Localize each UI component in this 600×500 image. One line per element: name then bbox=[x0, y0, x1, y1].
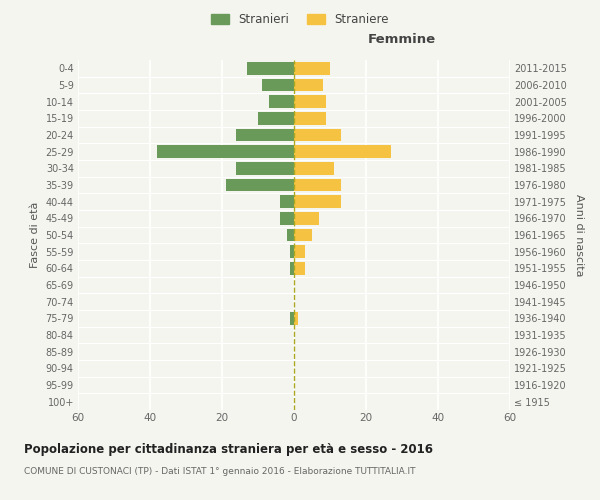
Bar bbox=[294, 196, 341, 208]
Bar bbox=[269, 96, 294, 108]
Bar bbox=[236, 129, 294, 141]
Bar bbox=[294, 96, 326, 108]
Bar bbox=[294, 246, 305, 258]
Bar bbox=[226, 179, 294, 192]
Bar bbox=[262, 79, 294, 92]
Bar bbox=[294, 179, 341, 192]
Legend: Stranieri, Straniere: Stranieri, Straniere bbox=[206, 8, 394, 31]
Bar bbox=[294, 229, 312, 241]
Bar bbox=[294, 129, 341, 141]
Bar bbox=[280, 212, 294, 224]
Bar bbox=[290, 246, 294, 258]
Text: Femmine: Femmine bbox=[368, 33, 436, 46]
Y-axis label: Fasce di età: Fasce di età bbox=[30, 202, 40, 268]
Bar bbox=[258, 112, 294, 124]
Bar bbox=[287, 229, 294, 241]
Bar bbox=[247, 62, 294, 74]
Bar bbox=[280, 196, 294, 208]
Bar bbox=[290, 262, 294, 274]
Bar bbox=[290, 312, 294, 324]
Bar bbox=[294, 146, 391, 158]
Bar bbox=[294, 162, 334, 174]
Bar bbox=[294, 62, 330, 74]
Bar bbox=[294, 79, 323, 92]
Text: Popolazione per cittadinanza straniera per età e sesso - 2016: Popolazione per cittadinanza straniera p… bbox=[24, 442, 433, 456]
Bar bbox=[294, 112, 326, 124]
Bar bbox=[236, 162, 294, 174]
Bar bbox=[294, 262, 305, 274]
Bar bbox=[294, 212, 319, 224]
Y-axis label: Anni di nascita: Anni di nascita bbox=[574, 194, 584, 276]
Bar bbox=[157, 146, 294, 158]
Bar bbox=[294, 312, 298, 324]
Text: COMUNE DI CUSTONACI (TP) - Dati ISTAT 1° gennaio 2016 - Elaborazione TUTTITALIA.: COMUNE DI CUSTONACI (TP) - Dati ISTAT 1°… bbox=[24, 468, 415, 476]
